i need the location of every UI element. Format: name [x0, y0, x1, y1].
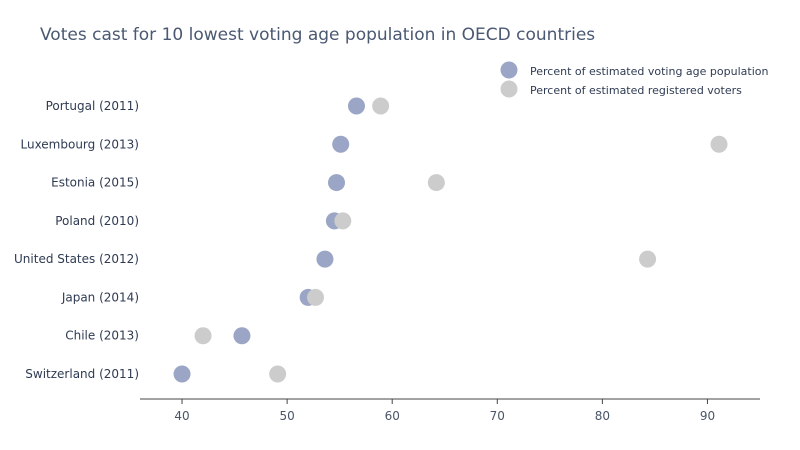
point-registered-chile-2013 [194, 327, 212, 345]
legend: Percent of estimated voting age populati… [500, 61, 768, 98]
point-registered-luxembourg-2013 [710, 135, 728, 153]
point-voting-age-switzerland-2011 [173, 365, 191, 383]
x-axis: 40 50 60 70 80 90 [140, 398, 760, 423]
category-label-japan-2014: Japan (2014) [61, 290, 139, 304]
category-label-poland-2010: Poland (2010) [55, 214, 139, 228]
point-registered-japan-2014 [306, 288, 324, 306]
point-voting-age-united-states-2012 [316, 250, 334, 268]
x-tick-label-50: 50 [279, 409, 294, 423]
point-registered-united-states-2012 [639, 250, 657, 268]
point-voting-age-portugal-2011 [347, 97, 365, 115]
category-label-switzerland-2011: Switzerland (2011) [25, 367, 139, 381]
legend-label-registered: Percent of estimated registered voters [530, 84, 742, 97]
point-voting-age-chile-2013 [233, 327, 251, 345]
legend-marker-voting-age [500, 61, 518, 79]
legend-label-voting-age: Percent of estimated voting age populati… [530, 65, 768, 78]
chart-title: Votes cast for 10 lowest voting age popu… [40, 25, 595, 45]
category-label-portugal-2011: Portugal (2011) [46, 99, 139, 113]
point-registered-portugal-2011 [372, 97, 390, 115]
x-tick-label-60: 60 [385, 409, 400, 423]
category-label-estonia-2015: Estonia (2015) [51, 176, 139, 190]
category-label-luxembourg-2013: Luxembourg (2013) [20, 137, 139, 151]
x-tick-label-40: 40 [174, 409, 189, 423]
point-voting-age-luxembourg-2013 [332, 135, 350, 153]
legend-marker-registered [500, 80, 518, 98]
category-label-united-states-2012: United States (2012) [14, 252, 139, 266]
category-label-chile-2013: Chile (2013) [65, 329, 139, 343]
category-labels: Switzerland (2011) Chile (2013) Japan (201… [14, 99, 139, 381]
x-tick-label-70: 70 [490, 409, 505, 423]
point-voting-age-estonia-2015 [328, 174, 346, 192]
point-registered-switzerland-2011 [269, 365, 287, 383]
point-registered-poland-2010 [334, 212, 352, 230]
x-tick-label-90: 90 [700, 409, 715, 423]
x-tick-label-80: 80 [595, 409, 610, 423]
data-points [173, 97, 728, 383]
point-registered-estonia-2015 [427, 174, 445, 192]
